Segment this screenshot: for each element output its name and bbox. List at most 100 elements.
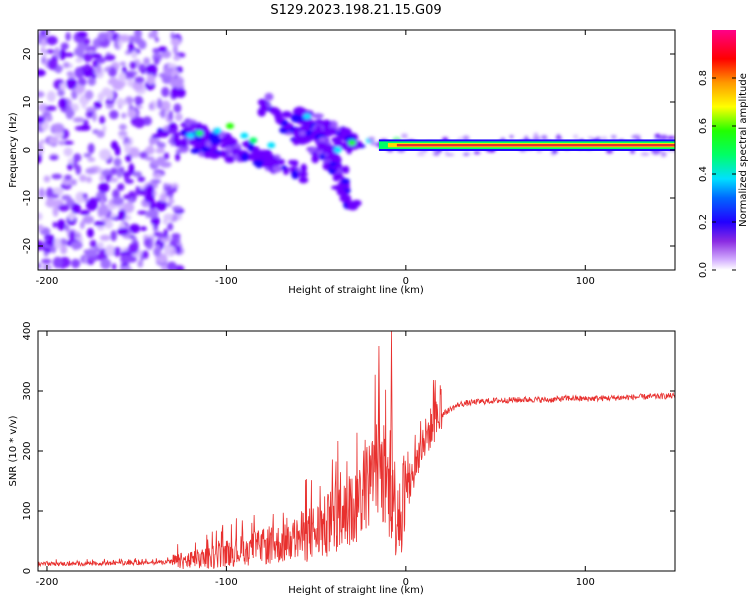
heatmap-cell <box>509 135 514 139</box>
heatmap-cell <box>117 183 125 191</box>
heatmap-cell <box>82 193 88 199</box>
heatmap-cell <box>38 187 45 199</box>
heatmap-x-label: Height of straight line (km) <box>288 285 424 296</box>
heatmap-cell <box>63 147 73 157</box>
heatmap-cell <box>164 68 173 76</box>
heatmap-ytick-label: 10 <box>22 96 33 109</box>
heatmap-cell <box>142 250 149 260</box>
heatmap-cell <box>62 140 74 145</box>
heatmap-cell <box>334 184 344 192</box>
heatmap-cell <box>77 77 87 87</box>
heatmap-cell <box>587 136 594 139</box>
heatmap-xtick-label: -200 <box>36 276 59 287</box>
heatmap-cell <box>68 63 73 68</box>
heatmap-cell <box>444 150 449 155</box>
stable-line-core <box>396 144 675 147</box>
heatmap-cell <box>303 113 312 120</box>
heatmap-cell <box>71 178 77 186</box>
heatmap-cell <box>137 176 146 183</box>
heatmap-cell <box>38 103 49 113</box>
heatmap-cell <box>186 132 195 139</box>
snr-x-label: Height of straight line (km) <box>288 585 424 596</box>
heatmap-cell <box>86 176 93 183</box>
heatmap-cell <box>416 153 426 157</box>
heatmap-cell <box>346 200 355 207</box>
heatmap-cell <box>631 135 638 139</box>
heatmap-cell <box>311 151 319 158</box>
heatmap-cell <box>85 167 97 175</box>
heatmap-cell <box>169 238 179 245</box>
heatmap-cell <box>73 84 86 94</box>
heatmap-cell <box>248 152 260 161</box>
heatmap-cell <box>38 91 45 98</box>
heatmap-cell <box>270 107 280 115</box>
heatmap-cell <box>65 107 74 120</box>
heatmap-cell <box>52 205 59 217</box>
heatmap-cell <box>173 103 182 113</box>
snr-xtick-label: -100 <box>215 577 238 588</box>
heatmap-cell <box>329 161 338 167</box>
heatmap-cell <box>52 123 65 133</box>
heatmap-cell <box>257 98 267 106</box>
heatmap-cell <box>83 52 93 63</box>
colorbar-ticks: 0.0 0.2 0.4 0.6 0.8 <box>698 70 736 278</box>
heatmap-cell <box>556 134 561 140</box>
heatmap-cell <box>51 187 64 196</box>
heatmap-cell <box>129 61 137 70</box>
heatmap-cell <box>45 187 54 200</box>
heatmap-cell <box>38 154 42 164</box>
heatmap-ytick-label: 20 <box>22 48 33 61</box>
heatmap-cell <box>280 165 288 170</box>
heatmap-stable-line <box>378 139 675 151</box>
heatmap-cell <box>84 90 94 100</box>
heatmap-cell <box>38 116 46 124</box>
heatmap-cell <box>38 240 45 251</box>
heatmap-cell <box>125 154 132 163</box>
heatmap-cell <box>166 261 177 270</box>
heatmap-cell <box>99 174 105 182</box>
heatmap-cell <box>66 71 74 77</box>
heatmap-cell <box>110 177 119 183</box>
heatmap-cell <box>135 104 143 110</box>
heatmap-cell <box>144 193 155 204</box>
heatmap-cell <box>51 173 63 180</box>
heatmap-cell <box>132 171 142 178</box>
heatmap-cell <box>85 107 98 112</box>
heatmap-cell <box>65 31 71 42</box>
heatmap-cell <box>40 30 46 36</box>
heatmap-cell <box>171 233 181 239</box>
heatmap-cell <box>281 112 293 118</box>
heatmap-cell <box>128 41 134 52</box>
heatmap-cell <box>139 185 145 190</box>
heatmap-cell <box>252 159 264 166</box>
heatmap-cell <box>105 244 115 257</box>
heatmap-cell <box>231 147 241 154</box>
heatmap-cell <box>93 220 106 227</box>
heatmap-cell <box>342 165 350 174</box>
snr-ytick-label: 400 <box>22 321 33 340</box>
heatmap-cell <box>79 174 87 182</box>
heatmap-cell <box>118 34 131 43</box>
heatmap-cell <box>339 127 347 134</box>
heatmap-cell <box>97 225 105 231</box>
heatmap-y-label: Frequency (Hz) <box>8 112 19 188</box>
heatmap-cell <box>209 135 221 145</box>
heatmap-cell <box>157 233 166 239</box>
heatmap-cell <box>150 216 161 226</box>
heatmap-cell <box>79 221 85 230</box>
heatmap-cell <box>74 46 85 57</box>
colorbar-tick-label: 0.8 <box>698 70 709 86</box>
heatmap-cell <box>240 132 249 139</box>
heatmap-cell <box>38 224 44 232</box>
heatmap-cell <box>79 209 91 216</box>
heatmap-cell <box>104 67 110 72</box>
heatmap-cell <box>127 78 134 88</box>
colorbar-tick-label: 0.2 <box>698 214 709 230</box>
heatmap-cell <box>161 86 170 98</box>
heatmap-cell <box>213 127 222 134</box>
heatmap-cell <box>74 66 85 79</box>
heatmap-cell <box>47 136 59 145</box>
heatmap-cell <box>163 152 170 160</box>
heatmap-xtick-label: 100 <box>576 276 595 287</box>
heatmap-cell <box>290 113 301 123</box>
